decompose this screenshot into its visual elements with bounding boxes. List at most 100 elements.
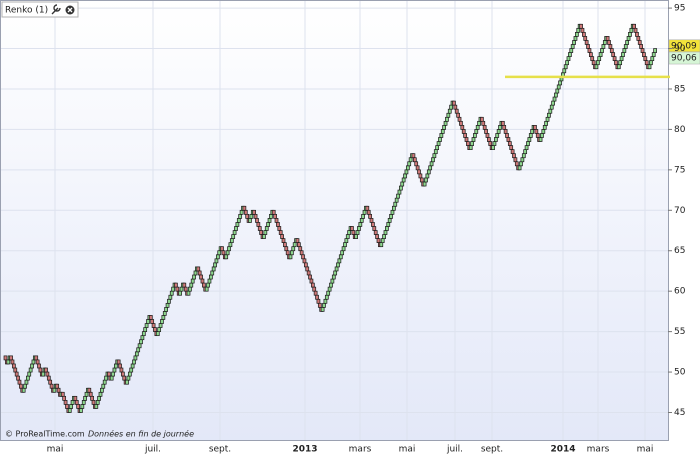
brick-up bbox=[169, 290, 174, 296]
overlay: 90,09 90,06 bbox=[505, 39, 700, 79]
brick-up bbox=[210, 270, 215, 276]
brick-down bbox=[118, 363, 122, 369]
brick-up bbox=[401, 177, 406, 183]
brick-down bbox=[310, 282, 315, 288]
y-tick-label: 65 bbox=[674, 246, 685, 256]
brick-up bbox=[443, 120, 448, 126]
y-tick-label: 45 bbox=[674, 408, 685, 418]
brick-up bbox=[404, 169, 409, 175]
brick-up bbox=[136, 347, 141, 353]
bricks bbox=[3, 23, 657, 413]
brick-down bbox=[16, 375, 20, 381]
brick-up bbox=[653, 48, 657, 53]
brick-down bbox=[38, 367, 43, 373]
brick-up bbox=[6, 359, 11, 365]
brick-up bbox=[616, 64, 621, 70]
brick-up bbox=[493, 137, 498, 142]
brick-up bbox=[127, 371, 132, 377]
brick-up bbox=[228, 242, 233, 248]
brick-down bbox=[417, 169, 421, 175]
brick-down bbox=[456, 112, 460, 118]
brick-down bbox=[460, 125, 465, 130]
brick-up bbox=[231, 234, 236, 239]
brick-up bbox=[622, 48, 627, 53]
brick-up bbox=[597, 56, 602, 62]
brick-up bbox=[570, 44, 575, 49]
settings-icon[interactable] bbox=[51, 4, 61, 15]
brick-down bbox=[116, 359, 121, 365]
brick-down bbox=[376, 238, 381, 243]
price-label: 90,06 bbox=[671, 54, 697, 64]
brick-down bbox=[76, 404, 80, 409]
brick-down bbox=[298, 246, 303, 252]
brick-down bbox=[639, 44, 643, 49]
brick-up bbox=[576, 27, 581, 33]
brick-down bbox=[202, 282, 206, 288]
brick-up bbox=[524, 145, 529, 150]
x-tick-label: mars bbox=[349, 445, 372, 455]
brick-up bbox=[133, 355, 138, 361]
brick-up bbox=[392, 205, 396, 211]
brick-up bbox=[236, 218, 241, 223]
brick-down bbox=[90, 395, 94, 401]
brick-down bbox=[252, 209, 257, 215]
brick-up bbox=[628, 32, 632, 37]
brick-up bbox=[290, 250, 294, 256]
brick-down bbox=[587, 48, 592, 53]
brick-up bbox=[435, 145, 440, 150]
brick-up bbox=[164, 307, 169, 312]
brick-up bbox=[387, 218, 392, 223]
brick-up bbox=[394, 197, 399, 203]
brick-up bbox=[526, 141, 530, 146]
brick-up bbox=[137, 343, 142, 349]
brick-up bbox=[347, 230, 352, 235]
footer-brand: © ProRealTime.com bbox=[5, 430, 85, 439]
y-tick-label: 60 bbox=[674, 287, 686, 297]
brick-down bbox=[583, 36, 588, 41]
brick-up bbox=[84, 391, 89, 397]
brick-down bbox=[120, 371, 125, 377]
brick-down bbox=[14, 371, 19, 377]
footer-note: Données en fin de journée bbox=[88, 429, 194, 439]
brick-down bbox=[242, 205, 247, 211]
brick-down bbox=[107, 371, 111, 377]
brick-up bbox=[160, 319, 164, 324]
brick-up bbox=[357, 226, 361, 231]
brick-up bbox=[573, 36, 578, 41]
brick-up bbox=[130, 363, 135, 369]
brick-up bbox=[129, 367, 134, 373]
brick-up bbox=[473, 133, 477, 138]
brick-up bbox=[491, 145, 495, 150]
brick-up bbox=[158, 323, 163, 328]
brick-up bbox=[238, 213, 243, 219]
brick-up bbox=[140, 335, 145, 341]
brick-up bbox=[595, 60, 600, 66]
brick-down bbox=[510, 149, 515, 155]
brick-down bbox=[512, 153, 516, 159]
brick-up bbox=[26, 375, 30, 381]
brick-down bbox=[3, 355, 8, 361]
brick-down bbox=[257, 226, 262, 231]
brick-up bbox=[568, 52, 572, 57]
brick-up bbox=[523, 149, 528, 155]
brick-down bbox=[88, 391, 93, 397]
brick-down bbox=[481, 120, 486, 126]
brick-up bbox=[436, 141, 441, 146]
brick-down bbox=[506, 137, 511, 142]
grid bbox=[1, 1, 668, 440]
brick-up bbox=[468, 145, 473, 150]
brick-up bbox=[498, 125, 502, 130]
x-tick-label: juil. bbox=[446, 445, 463, 455]
brick-up bbox=[566, 56, 571, 62]
brick-up bbox=[379, 242, 384, 248]
brick-up bbox=[209, 274, 213, 280]
brick-up bbox=[601, 44, 606, 49]
brick-up bbox=[126, 375, 131, 381]
brick-up bbox=[425, 173, 430, 179]
brick-down bbox=[612, 56, 617, 62]
brick-up bbox=[475, 125, 480, 130]
x-tick-label: mars bbox=[587, 445, 610, 455]
brick-down bbox=[255, 218, 259, 223]
brick-down bbox=[274, 218, 279, 223]
